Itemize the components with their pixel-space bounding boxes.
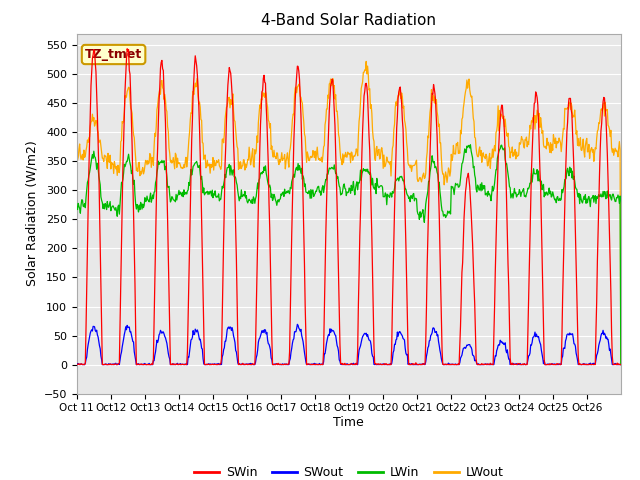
LWout — [436, 140, 444, 146]
LWout — [362, 59, 370, 64]
LWin — [137, 200, 145, 205]
Line: SWin: SWin — [77, 49, 621, 365]
LWin — [405, 196, 413, 202]
LWin — [467, 142, 474, 148]
SWout — [406, 362, 414, 368]
SWin — [437, 281, 445, 287]
LWout — [73, 160, 81, 166]
LWin — [617, 362, 625, 368]
SWin — [73, 361, 81, 367]
Line: SWout: SWout — [77, 324, 621, 365]
LWout — [137, 168, 145, 174]
Legend: SWin, SWout, LWin, LWout: SWin, SWout, LWin, LWout — [189, 461, 508, 480]
SWout — [237, 361, 245, 367]
SWin — [238, 362, 246, 368]
X-axis label: Time: Time — [333, 416, 364, 429]
SWin — [406, 362, 414, 368]
Line: LWin: LWin — [77, 145, 621, 365]
SWin — [285, 349, 293, 355]
SWout — [74, 362, 81, 368]
SWin — [617, 362, 625, 368]
SWin — [138, 362, 146, 368]
Title: 4-Band Solar Radiation: 4-Band Solar Radiation — [261, 13, 436, 28]
LWin — [237, 196, 244, 202]
Y-axis label: Solar Radiation (W/m2): Solar Radiation (W/m2) — [25, 141, 38, 287]
SWout — [264, 341, 272, 347]
SWin — [74, 362, 81, 368]
SWin — [124, 46, 131, 52]
LWin — [435, 180, 443, 185]
LWout — [617, 362, 625, 368]
Text: TZ_tmet: TZ_tmet — [85, 48, 142, 61]
LWout — [284, 158, 292, 164]
SWout — [617, 362, 625, 368]
SWin — [265, 200, 273, 206]
LWout — [264, 104, 271, 110]
SWout — [294, 322, 301, 327]
SWout — [138, 362, 145, 368]
SWout — [437, 351, 445, 357]
Line: LWout: LWout — [77, 61, 621, 365]
LWin — [284, 188, 292, 193]
LWin — [264, 179, 271, 184]
LWout — [406, 162, 413, 168]
SWout — [73, 360, 81, 366]
LWin — [73, 204, 81, 209]
LWout — [237, 159, 244, 165]
SWout — [285, 362, 292, 368]
